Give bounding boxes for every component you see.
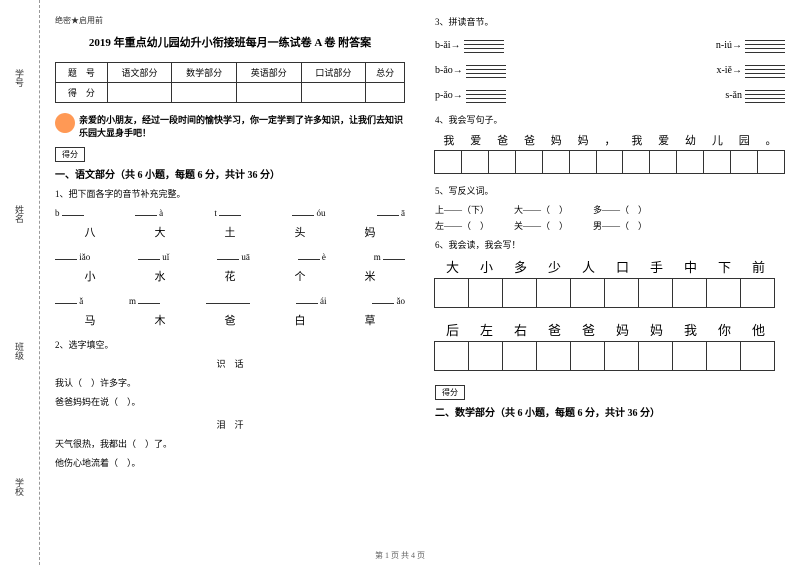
score-box: 得分	[55, 147, 85, 162]
section-2-title: 二、数学部分（共 6 小题，每题 6 分，共计 36 分）	[435, 404, 785, 419]
q2-text: 2、选字填空。	[55, 338, 405, 351]
opp-row: 左——（ ）关——（ ）男——（ ）	[435, 219, 785, 232]
q1-text: 1、把下面各字的音节补充完整。	[55, 187, 405, 200]
cell	[236, 83, 301, 103]
char-row: 马木爸白草	[55, 312, 405, 328]
fill-sent: 我认（ ）许多字。	[55, 376, 405, 389]
opp-row: 上——（下）大——（ ）多——（ ）	[435, 203, 785, 216]
margin-label: 班级	[13, 342, 26, 360]
cell: 口试部分	[301, 63, 366, 83]
combo-row: p-ǎo→ s-ǎn	[435, 88, 785, 103]
fill-sent: 他伤心地流着（ ）。	[55, 456, 405, 469]
table-row: 得 分	[56, 83, 405, 103]
margin-label: 学号	[13, 69, 26, 87]
pinyin-row: b à t óu ā	[55, 206, 405, 218]
char-row: 小水花个米	[55, 268, 405, 284]
fill-opts: 泪 汗	[55, 418, 405, 431]
cell: 总分	[366, 63, 405, 83]
cell	[172, 83, 237, 103]
q4-text: 4、我会写句子。	[435, 113, 785, 126]
q6-text: 6、我会读，我会写！	[435, 238, 785, 251]
fill-opts: 识 话	[55, 357, 405, 370]
q3-text: 3、拼读音节。	[435, 15, 785, 28]
writing-grid	[435, 341, 785, 371]
child-icon	[55, 113, 75, 133]
left-page: 绝密★启用前 2019 年重点幼儿园幼升小衔接班每月一练试卷 A 卷 附答案 题…	[40, 0, 420, 565]
char-labels: 大小多少人口手中下前	[435, 257, 785, 276]
right-page: 3、拼读音节。 b-ǎi→ n-iú→ b-ǎo→ x-iě→ p-ǎo→ s-…	[420, 0, 800, 565]
pinyin-row: ǎ m ái ǎo	[55, 294, 405, 306]
score-table: 题 号 语文部分 数学部分 英语部分 口试部分 总分 得 分	[55, 62, 405, 103]
pinyin-row: iǎo uǐ uā è m	[55, 250, 405, 262]
fill-sent: 爸爸妈妈在说（ ）。	[55, 395, 405, 408]
intro-text: 亲爱的小朋友，经过一段时间的愉快学习，你一定学到了许多知识，让我们去知识乐园大显…	[79, 113, 405, 139]
cell: 数学部分	[172, 63, 237, 83]
char-labels: 我爱爸爸妈妈，我爱幼儿园。	[435, 132, 785, 148]
exam-title: 2019 年重点幼儿园幼升小衔接班每月一练试卷 A 卷 附答案	[55, 34, 405, 50]
binding-margin: 学号 姓名 班级 学校	[0, 0, 40, 565]
combo-row: b-ǎo→ x-iě→	[435, 63, 785, 78]
writing-grid	[435, 150, 785, 174]
combo-row: b-ǎi→ n-iú→	[435, 38, 785, 53]
cell: 题 号	[56, 63, 108, 83]
cell	[366, 83, 405, 103]
margin-label: 学校	[13, 478, 26, 496]
cell	[301, 83, 366, 103]
intro-block: 亲爱的小朋友，经过一段时间的愉快学习，你一定学到了许多知识，让我们去知识乐园大显…	[55, 113, 405, 139]
score-box: 得分	[435, 385, 465, 400]
table-row: 题 号 语文部分 数学部分 英语部分 口试部分 总分	[56, 63, 405, 83]
writing-grid	[435, 278, 785, 308]
fill-sent: 天气很热，我都出（ ）了。	[55, 437, 405, 450]
q5-text: 5、写反义词。	[435, 184, 785, 197]
cell: 语文部分	[107, 63, 172, 83]
confidential-label: 绝密★启用前	[55, 15, 405, 26]
cell: 得 分	[56, 83, 108, 103]
char-row: 八大土头妈	[55, 224, 405, 240]
margin-label: 姓名	[13, 205, 26, 223]
cell: 英语部分	[236, 63, 301, 83]
char-labels: 后左右爸爸妈妈我你他	[435, 320, 785, 339]
page-footer: 第 1 页 共 4 页	[0, 550, 800, 561]
section-1-title: 一、语文部分（共 6 小题，每题 6 分，共计 36 分）	[55, 166, 405, 181]
cell	[107, 83, 172, 103]
